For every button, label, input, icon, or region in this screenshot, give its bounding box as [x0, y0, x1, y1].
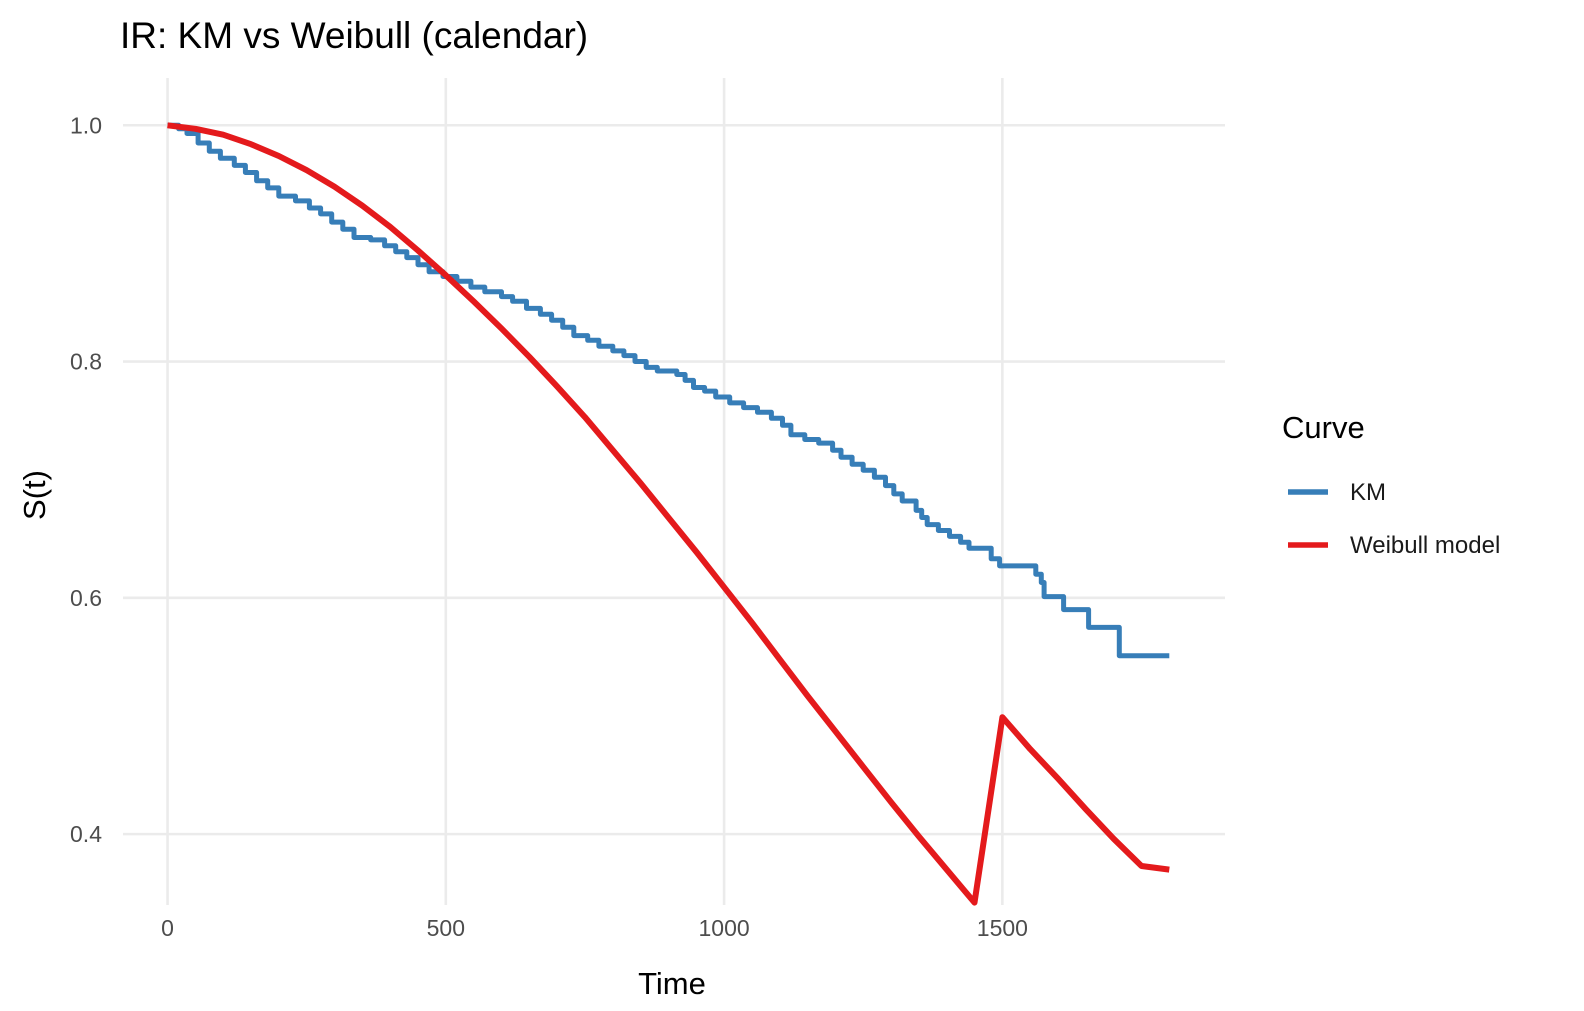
- x-tick-label: 0: [161, 915, 174, 941]
- legend-label-km: KM: [1350, 479, 1386, 506]
- chart-title: IR: KM vs Weibull (calendar): [120, 15, 588, 56]
- grid: [123, 78, 1225, 905]
- series-line-km: [167, 122, 1170, 659]
- legend-label-weibull: Weibull model: [1350, 532, 1500, 559]
- x-tick-label: 1500: [977, 915, 1028, 941]
- x-tick-label: 500: [427, 915, 465, 941]
- series-line-weibull: [167, 122, 1170, 906]
- legend: Curve KM Weibull model: [1282, 410, 1500, 559]
- y-tick-label: 0.8: [70, 349, 102, 375]
- y-axis-title: S(t): [17, 470, 52, 520]
- x-axis-title: Time: [638, 966, 706, 1001]
- x-tick-label: 1000: [699, 915, 750, 941]
- y-tick-label: 0.6: [70, 585, 102, 611]
- legend-title: Curve: [1282, 410, 1365, 445]
- axis-ticks: 0 500 1000 1500 0.4 0.6 0.8 1.0: [70, 112, 1028, 941]
- y-tick-label: 0.4: [70, 821, 102, 847]
- plot-area: [167, 122, 1170, 906]
- y-tick-label: 1.0: [70, 112, 102, 138]
